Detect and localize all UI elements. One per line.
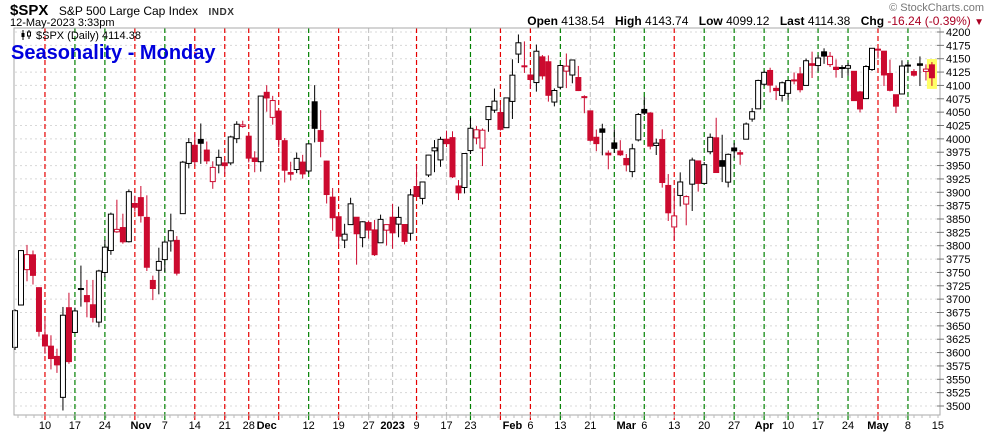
svg-text:23: 23 xyxy=(464,420,476,432)
svg-text:19: 19 xyxy=(332,420,344,432)
svg-text:2023: 2023 xyxy=(380,420,404,432)
svg-text:12: 12 xyxy=(303,420,315,432)
svg-text:3800: 3800 xyxy=(946,241,970,253)
svg-text:3675: 3675 xyxy=(946,308,970,320)
chart-annotation-title: Seasonality - Monday xyxy=(11,42,216,64)
svg-text:4075: 4075 xyxy=(946,94,970,106)
symbol-label: $SPX xyxy=(10,2,49,19)
open-label: Open xyxy=(527,14,558,28)
svg-text:3500: 3500 xyxy=(946,401,970,413)
index-name-label: S&P 500 Large Cap Index xyxy=(58,4,199,18)
legend-text: $SPX (Daily) 4114.38 xyxy=(36,30,141,42)
svg-text:3875: 3875 xyxy=(946,201,970,213)
high-value: 4143.74 xyxy=(645,14,689,28)
quote-bar: Open 4138.54 High 4143.74 Low 4099.12 La… xyxy=(527,14,984,28)
low-value: 4099.12 xyxy=(726,14,770,28)
svg-text:3925: 3925 xyxy=(946,174,970,186)
svg-text:3850: 3850 xyxy=(946,214,970,226)
svg-text:4150: 4150 xyxy=(946,54,970,66)
svg-text:24: 24 xyxy=(99,420,111,432)
copyright-label: © StockCharts.com xyxy=(889,2,984,14)
svg-text:3600: 3600 xyxy=(946,348,970,360)
low-label: Low xyxy=(698,14,723,28)
svg-text:17: 17 xyxy=(812,420,824,432)
svg-text:3725: 3725 xyxy=(946,281,970,293)
svg-text:8: 8 xyxy=(905,420,911,432)
svg-text:10: 10 xyxy=(782,420,794,432)
svg-text:14: 14 xyxy=(189,420,201,432)
svg-text:17: 17 xyxy=(440,420,452,432)
svg-text:3575: 3575 xyxy=(946,361,970,373)
svg-text:3975: 3975 xyxy=(946,147,970,159)
svg-text:4200: 4200 xyxy=(946,27,970,39)
svg-text:13: 13 xyxy=(668,420,680,432)
gridlines xyxy=(15,31,939,407)
svg-text:6: 6 xyxy=(527,420,533,432)
svg-text:27: 27 xyxy=(362,420,374,432)
candles xyxy=(12,34,935,411)
svg-text:21: 21 xyxy=(219,420,231,432)
svg-text:6: 6 xyxy=(641,420,647,432)
svg-text:4000: 4000 xyxy=(946,134,970,146)
chart-legend: $SPX (Daily) 4114.38 xyxy=(20,30,141,42)
svg-text:3625: 3625 xyxy=(946,334,970,346)
svg-text:3650: 3650 xyxy=(946,321,970,333)
svg-text:24: 24 xyxy=(842,420,854,432)
svg-text:27: 27 xyxy=(728,420,740,432)
svg-text:9: 9 xyxy=(413,420,419,432)
svg-text:4050: 4050 xyxy=(946,107,970,119)
svg-text:Nov: Nov xyxy=(130,420,152,432)
svg-text:15: 15 xyxy=(932,420,944,432)
candlestick-legend-icon xyxy=(21,30,31,40)
exchange-label: INDX xyxy=(208,7,235,18)
svg-text:3525: 3525 xyxy=(946,388,970,400)
last-value: 4114.38 xyxy=(807,14,851,28)
chg-down-arrow-icon: ▼ xyxy=(974,17,984,28)
svg-text:3950: 3950 xyxy=(946,161,970,173)
datetime-label: 12-May-2023 3:33pm xyxy=(10,17,115,29)
open-value: 4138.54 xyxy=(561,14,605,28)
svg-text:28: 28 xyxy=(243,420,255,432)
svg-text:4175: 4175 xyxy=(946,40,970,52)
svg-text:7: 7 xyxy=(162,420,168,432)
high-label: High xyxy=(615,14,642,28)
chart-header: $SPX S&P 500 Large Cap Index INDX xyxy=(10,2,234,20)
chg-label: Chg xyxy=(860,14,885,28)
chg-value: -16.24 (-0.39%) xyxy=(887,14,971,28)
svg-text:20: 20 xyxy=(698,420,710,432)
svg-text:4125: 4125 xyxy=(946,67,970,79)
svg-text:Feb: Feb xyxy=(503,420,523,432)
svg-text:May: May xyxy=(867,420,889,432)
svg-text:Apr: Apr xyxy=(755,420,775,432)
svg-text:3750: 3750 xyxy=(946,267,970,279)
svg-text:3775: 3775 xyxy=(946,254,970,266)
svg-text:3550: 3550 xyxy=(946,374,970,386)
svg-text:3700: 3700 xyxy=(946,294,970,306)
last-label: Last xyxy=(779,14,805,28)
svg-text:13: 13 xyxy=(554,420,566,432)
svg-text:3900: 3900 xyxy=(946,187,970,199)
svg-text:Mar: Mar xyxy=(617,420,637,432)
svg-text:17: 17 xyxy=(69,420,81,432)
svg-text:Dec: Dec xyxy=(257,420,277,432)
svg-text:4025: 4025 xyxy=(946,121,970,133)
svg-text:4100: 4100 xyxy=(946,80,970,92)
svg-text:10: 10 xyxy=(39,420,51,432)
svg-text:21: 21 xyxy=(584,420,596,432)
svg-text:3825: 3825 xyxy=(946,227,970,239)
